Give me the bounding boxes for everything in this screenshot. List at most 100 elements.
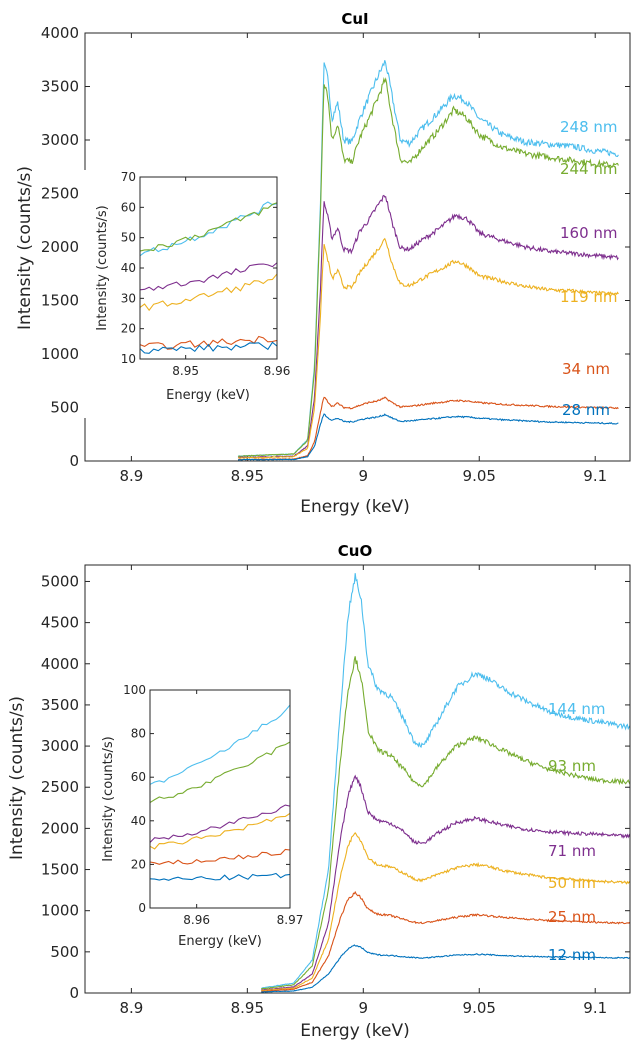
series-label: 244 nm <box>560 160 618 178</box>
series-label: 119 nm <box>560 288 618 306</box>
x-tick-label: 8.9 <box>119 999 143 1017</box>
inset-y-tick-label: 10 <box>121 352 136 366</box>
series-label: 12 nm <box>548 946 596 964</box>
cuo-inset-y-label: Intensity (counts/s) <box>101 736 116 861</box>
inset-y-tick-label: 30 <box>121 291 136 305</box>
series-label: 25 nm <box>548 908 596 926</box>
y-tick-label: 500 <box>50 943 79 961</box>
inset-y-tick-label: 40 <box>121 261 136 275</box>
cuo-inset-frame <box>149 689 291 909</box>
series-line-244-nm <box>238 76 619 457</box>
series-line-71-nm <box>261 774 631 991</box>
series-label: 93 nm <box>548 757 596 775</box>
y-tick-label: 3000 <box>41 131 79 149</box>
series-label: 50 nm <box>548 874 596 892</box>
y-tick-label: 4000 <box>41 655 79 673</box>
y-tick-label: 1500 <box>41 292 79 310</box>
inset-series-line-71-nm <box>149 804 291 843</box>
series-label: 28 nm <box>562 401 610 419</box>
x-tick-label: 9 <box>359 467 369 485</box>
cui-inset-x-label: Energy (keV) <box>166 388 250 403</box>
series-label: 34 nm <box>562 360 610 378</box>
cui-inset: 10 20 30 40 50 60 70 8.95 8.96 Energy (keV) Inte… <box>78 170 300 418</box>
x-tick-label: 9.05 <box>463 467 496 485</box>
inset-y-tick-label: 0 <box>138 901 146 915</box>
cuo-axes-frame <box>84 564 631 994</box>
cui-inset-y-label: Intensity (counts/s) <box>95 205 110 330</box>
cui-y-ticks: 0 500 1000 1500 2000 2500 3000 3500 4000 <box>41 24 630 470</box>
inset-series-line-28-nm <box>139 341 278 354</box>
inset-series-line-50-nm <box>149 812 291 850</box>
inset-series-line-144-nm <box>149 704 291 785</box>
x-tick-label: 9.1 <box>583 467 607 485</box>
inset-y-tick-label: 50 <box>121 231 136 245</box>
y-tick-label: 2500 <box>41 185 79 203</box>
series-line-28-nm <box>237 413 619 461</box>
x-tick-label: 8.9 <box>119 467 143 485</box>
series-line-144-nm <box>261 573 631 989</box>
series-line-34-nm <box>237 396 619 461</box>
cui-inset-background <box>78 170 300 418</box>
y-tick-label: 0 <box>69 452 79 470</box>
series-label: 71 nm <box>548 842 596 860</box>
inset-y-tick-label: 70 <box>121 170 136 184</box>
inset-y-tick-label: 100 <box>123 683 146 697</box>
x-tick-label: 8.95 <box>231 999 264 1017</box>
inset-series-line-244-nm <box>139 202 278 252</box>
inset-y-tick-label: 60 <box>131 770 146 784</box>
y-tick-label: 0 <box>69 984 79 1002</box>
cui-title: CuI <box>341 10 368 28</box>
cui-series-labels: 248 nm 244 nm 160 nm 119 nm 34 nm 28 nm <box>560 118 618 419</box>
cuo-inset-ticks: 0 20 40 60 80 100 8.96 8.97 <box>123 683 303 927</box>
inset-series-line-12-nm <box>149 872 291 881</box>
series-line-12-nm <box>261 944 631 993</box>
inset-y-tick-label: 80 <box>131 727 146 741</box>
y-tick-label: 1000 <box>41 902 79 920</box>
cuo-y-axis-label: Intensity (counts/s) <box>7 696 27 860</box>
y-tick-label: 2500 <box>41 778 79 796</box>
y-tick-label: 1500 <box>41 861 79 879</box>
inset-y-tick-label: 40 <box>131 814 146 828</box>
y-tick-label: 3500 <box>41 78 79 96</box>
cui-x-ticks: 8.9 8.95 9 9.05 9.1 <box>119 33 607 485</box>
cui-y-axis-label: Intensity (counts/s) <box>15 166 35 330</box>
series-line-25-nm <box>261 890 631 992</box>
cuo-inset-x-label: Energy (keV) <box>178 934 262 949</box>
cuo-series-labels: 144 nm 93 nm 71 nm 50 nm 25 nm 12 nm <box>548 700 606 964</box>
cui-x-axis-label: Energy (keV) <box>300 497 410 517</box>
cuo-x-axis-label: Energy (keV) <box>300 1021 410 1041</box>
series-label: 144 nm <box>548 700 606 718</box>
series-line-50-nm <box>261 831 631 992</box>
inset-y-tick-label: 20 <box>121 322 136 336</box>
y-tick-label: 5000 <box>41 572 79 590</box>
inset-x-tick-label: 8.95 <box>172 364 199 378</box>
series-line-119-nm <box>238 237 619 459</box>
y-tick-label: 500 <box>50 399 79 417</box>
y-tick-label: 4500 <box>41 614 79 632</box>
cui-series <box>237 60 619 461</box>
y-tick-label: 2000 <box>41 819 79 837</box>
cuo-x-ticks: 8.9 8.95 9 9.05 9.1 <box>119 565 607 1017</box>
inset-series-line-119-nm <box>139 273 278 312</box>
inset-x-tick-label: 8.96 <box>183 913 210 927</box>
cuo-inset-background <box>98 680 298 950</box>
x-tick-label: 8.95 <box>231 467 264 485</box>
inset-y-tick-label: 20 <box>131 857 146 871</box>
inset-series-line-160-nm <box>139 262 278 291</box>
series-label: 160 nm <box>560 224 618 242</box>
inset-series-line-25-nm <box>149 848 291 865</box>
y-tick-label: 4000 <box>41 24 79 42</box>
inset-y-tick-label: 60 <box>121 200 136 214</box>
y-tick-label: 1000 <box>41 345 79 363</box>
cuo-inset: 0 20 40 60 80 100 8.96 8.97 Energy (keV) Intens… <box>98 680 303 950</box>
cuo-title: CuO <box>338 542 372 560</box>
y-tick-label: 2000 <box>41 238 79 256</box>
inset-x-tick-label: 8.96 <box>264 364 291 378</box>
x-tick-label: 9.1 <box>583 999 607 1017</box>
series-line-93-nm <box>260 656 631 990</box>
series-line-160-nm <box>237 194 619 459</box>
y-tick-label: 3500 <box>41 696 79 714</box>
inset-series-line-93-nm <box>149 741 291 804</box>
